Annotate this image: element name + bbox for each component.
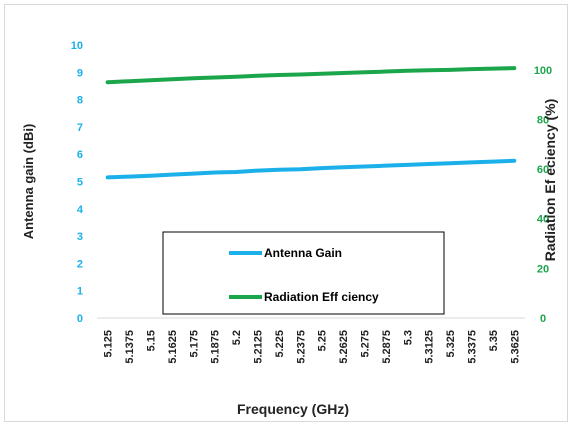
data-point — [107, 176, 109, 178]
data-point — [471, 161, 472, 163]
x-tick-label: 5.3125 — [424, 330, 436, 364]
y-right-tick-label: 60 — [537, 164, 549, 176]
data-point — [492, 68, 494, 70]
x-tick-label: 5.2625 — [338, 330, 350, 364]
y-left-tick-label: 7 — [77, 122, 83, 134]
y-right-tick-label: 100 — [534, 65, 552, 77]
data-point — [513, 67, 515, 69]
data-point — [492, 161, 494, 163]
y-right-tick-label: 40 — [537, 214, 549, 226]
data-point — [192, 77, 194, 79]
y-left-axis-title: Antenna gain (dBi) — [21, 124, 36, 240]
data-point — [321, 73, 323, 75]
data-point — [150, 79, 151, 81]
data-point — [513, 160, 515, 162]
y-right-tick-label: 80 — [537, 114, 549, 126]
series-line-antenna-gain — [105, 158, 517, 180]
x-tick-label: 5.35 — [488, 330, 500, 351]
data-point — [406, 164, 408, 166]
data-point — [321, 167, 323, 169]
y-left-tick-label: 10 — [71, 40, 83, 52]
data-point — [257, 75, 258, 77]
data-point — [150, 175, 151, 177]
data-point — [128, 176, 130, 178]
x-tick-label: 5.3375 — [467, 330, 479, 364]
data-point — [385, 165, 387, 167]
x-tick-label: 5.1375 — [124, 330, 136, 364]
y-left-tick-label: 8 — [77, 95, 83, 107]
x-tick-label: 5.1625 — [167, 330, 179, 364]
data-point — [428, 69, 430, 71]
x-tick-label: 5.275 — [360, 330, 372, 358]
data-point — [449, 162, 451, 164]
x-tick-label: 5.3625 — [509, 330, 521, 364]
data-point — [171, 174, 173, 176]
x-tick-label: 5.2125 — [253, 330, 265, 364]
y-left-tick-label: 4 — [77, 204, 84, 216]
y-left-tick-label: 5 — [77, 177, 83, 189]
x-tick-label: 5.175 — [188, 330, 200, 358]
y-right-tick-label: 0 — [540, 313, 546, 325]
x-tick-label: 5.125 — [103, 330, 115, 358]
x-tick-label: 5.25 — [317, 330, 329, 351]
data-point — [364, 165, 365, 167]
data-point — [128, 80, 130, 82]
data-point — [364, 71, 365, 73]
data-point — [192, 173, 194, 175]
data-point — [235, 171, 237, 173]
y-left-tick-label: 0 — [77, 313, 83, 325]
y-left-tick-label: 3 — [77, 231, 83, 243]
chart-frame — [4, 4, 568, 422]
data-point — [214, 171, 216, 173]
data-point — [299, 74, 301, 76]
y-left-tick-label: 6 — [77, 149, 83, 161]
data-point — [257, 170, 258, 172]
data-point — [235, 76, 237, 78]
y-right-axis-title: Radiation Ef eciency (%) — [542, 99, 558, 262]
x-axis-title: Frequency (GHz) — [237, 401, 349, 417]
data-point — [428, 163, 430, 165]
y-left-tick-label: 1 — [77, 286, 83, 298]
legend-label: Radiation Eff ciency — [264, 290, 379, 304]
legend-label: Antenna Gain — [264, 246, 342, 260]
x-tick-label: 5.2 — [231, 330, 243, 345]
x-tick-label: 5.325 — [445, 330, 457, 358]
y-left-tick-label: 2 — [77, 258, 83, 270]
data-point — [471, 68, 472, 70]
data-point — [278, 169, 280, 171]
data-point — [214, 77, 216, 79]
x-tick-label: 5.3 — [402, 330, 414, 345]
data-point — [171, 78, 173, 80]
x-tick-label: 5.2375 — [295, 330, 307, 364]
x-tick-label: 5.15 — [146, 330, 158, 351]
x-tick-label: 5.2875 — [381, 330, 393, 364]
data-point — [342, 72, 344, 74]
data-point — [299, 168, 301, 170]
data-point — [107, 81, 109, 83]
x-tick-label: 5.1875 — [210, 330, 222, 364]
x-tick-label: 5.225 — [274, 330, 286, 358]
data-point — [385, 71, 387, 73]
data-point — [449, 69, 451, 71]
data-point — [278, 74, 280, 76]
data-point — [342, 166, 344, 168]
series-line-radiation-efficiency — [105, 66, 517, 85]
y-left-tick-label: 9 — [77, 67, 83, 79]
legend-box — [162, 231, 445, 315]
y-right-tick-label: 20 — [537, 263, 549, 275]
data-point — [406, 70, 408, 72]
